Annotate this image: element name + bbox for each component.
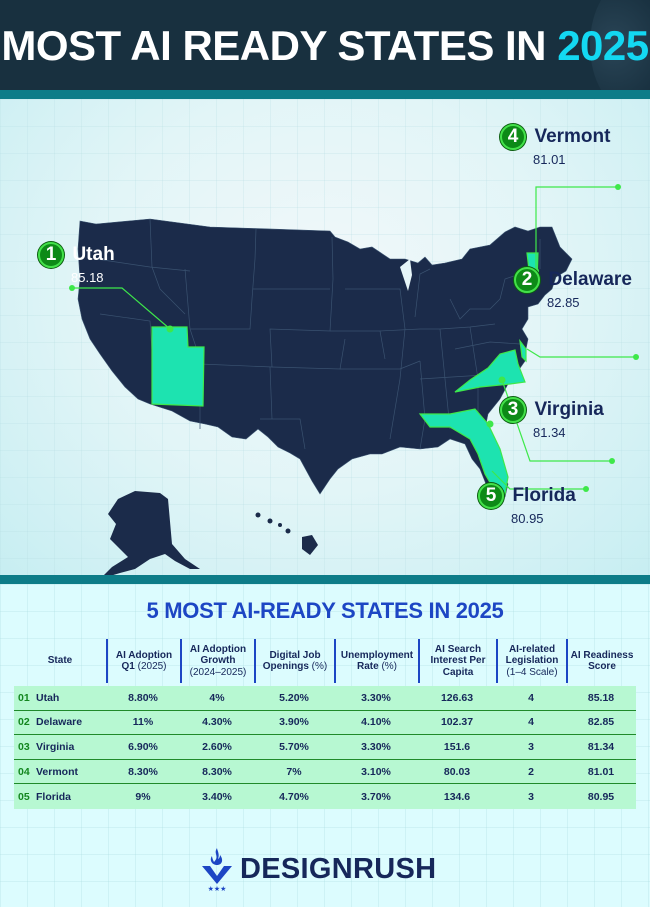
virginia-shape [454, 349, 526, 393]
rank-badge: 4 [500, 124, 526, 150]
callout-virginia: 3 Virginia 81.34 [500, 397, 604, 440]
state-name: Vermont [534, 126, 611, 147]
callout-florida: 5 Florida 80.95 [478, 483, 576, 526]
state-score: 81.34 [533, 425, 566, 440]
state-name: Utah [72, 244, 115, 265]
hawaii-shape [255, 512, 318, 555]
rank-badge: 3 [500, 397, 526, 423]
table-body: 01 Utah 8.80% 4% 5.20% 3.30% 126.63 4 85… [14, 686, 636, 809]
col-header-adoption-growth: AI Adoption Growth (2024–2025) [180, 639, 254, 683]
us-map-section: 1 Utah 85.18 4 Vermont 81.01 2 Delaware … [0, 99, 650, 575]
col-header-digital-jobs: Digital Job Openings (%) [254, 639, 334, 683]
us-map [69, 184, 639, 575]
decorative-swirl [590, 0, 650, 90]
col-header-unemployment: Unemployment Rate (%) [334, 639, 418, 683]
col-header-search-interest: AI Search Interest Per Capita [418, 639, 496, 683]
divider-band-bottom [0, 575, 650, 584]
florida-shape [418, 408, 509, 495]
alaska-shape [104, 491, 200, 575]
utah-shape [151, 326, 205, 407]
state-score: 80.95 [511, 511, 544, 526]
callout-delaware: 2 Delaware 82.85 [514, 267, 632, 310]
state-score: 81.01 [533, 152, 566, 167]
state-name: Virginia [534, 399, 604, 420]
table-row: 05 Florida 9% 3.40% 4.70% 3.70% 134.6 3 … [18, 790, 615, 803]
table-row: 04 Vermont 8.30% 8.30% 7% 3.10% 80.03 2 … [14, 760, 636, 785]
table-row: 01 Utah 8.80% 4% 5.20% 3.30% 126.63 4 85… [14, 686, 636, 711]
svg-text:★★★: ★★★ [208, 885, 227, 892]
table-title: 5 MOST AI-READY STATES IN 2025 [146, 598, 504, 623]
col-header-state: State [47, 655, 73, 667]
divider-band-top [0, 90, 650, 99]
table-header: State AI Adoption Q1 (2025) AI Adoption … [14, 636, 639, 686]
rank-badge: 2 [514, 267, 540, 293]
state-score: 85.18 [71, 270, 104, 285]
header-banner: MOST AI READY STATES IN 2025 [0, 0, 650, 90]
rank-badge: 5 [478, 483, 504, 509]
rank-badge: 1 [38, 242, 64, 268]
state-score: 82.85 [547, 295, 580, 310]
page-title: MOST AI READY STATES IN 2025 [0, 22, 650, 70]
state-name: Delaware [548, 269, 632, 290]
ranking-table-section: 5 MOST AI-READY STATES IN 2025 State AI … [0, 584, 650, 907]
title-year: 2025 [557, 22, 649, 69]
table-row: 03 Virginia 6.90% 2.60% 5.70% 3.30% 151.… [14, 735, 636, 760]
title-main: MOST AI READY STATES IN [1, 22, 547, 69]
col-header-legislation: AI-related Legislation (1–4 Scale) [496, 639, 566, 683]
col-header-adoption-q1: AI Adoption Q1 (2025) [106, 639, 180, 683]
callout-utah: 1 Utah 85.18 [38, 242, 115, 285]
col-header-readiness-score: AI Readiness Score [566, 639, 636, 683]
delaware-shape [519, 338, 527, 363]
brand-wordmark: DESIGNRUSH [240, 852, 437, 885]
table-row: 02 Delaware 11% 4.30% 3.90% 4.10% 102.37… [14, 711, 636, 736]
flame-v-shield-icon: ★★★ [202, 848, 232, 892]
state-name: Florida [512, 485, 576, 506]
callout-vermont: 4 Vermont 81.01 [500, 124, 610, 167]
designrush-logo: ★★★ DESIGNRUSH [200, 846, 436, 892]
great-lakes [400, 259, 412, 291]
